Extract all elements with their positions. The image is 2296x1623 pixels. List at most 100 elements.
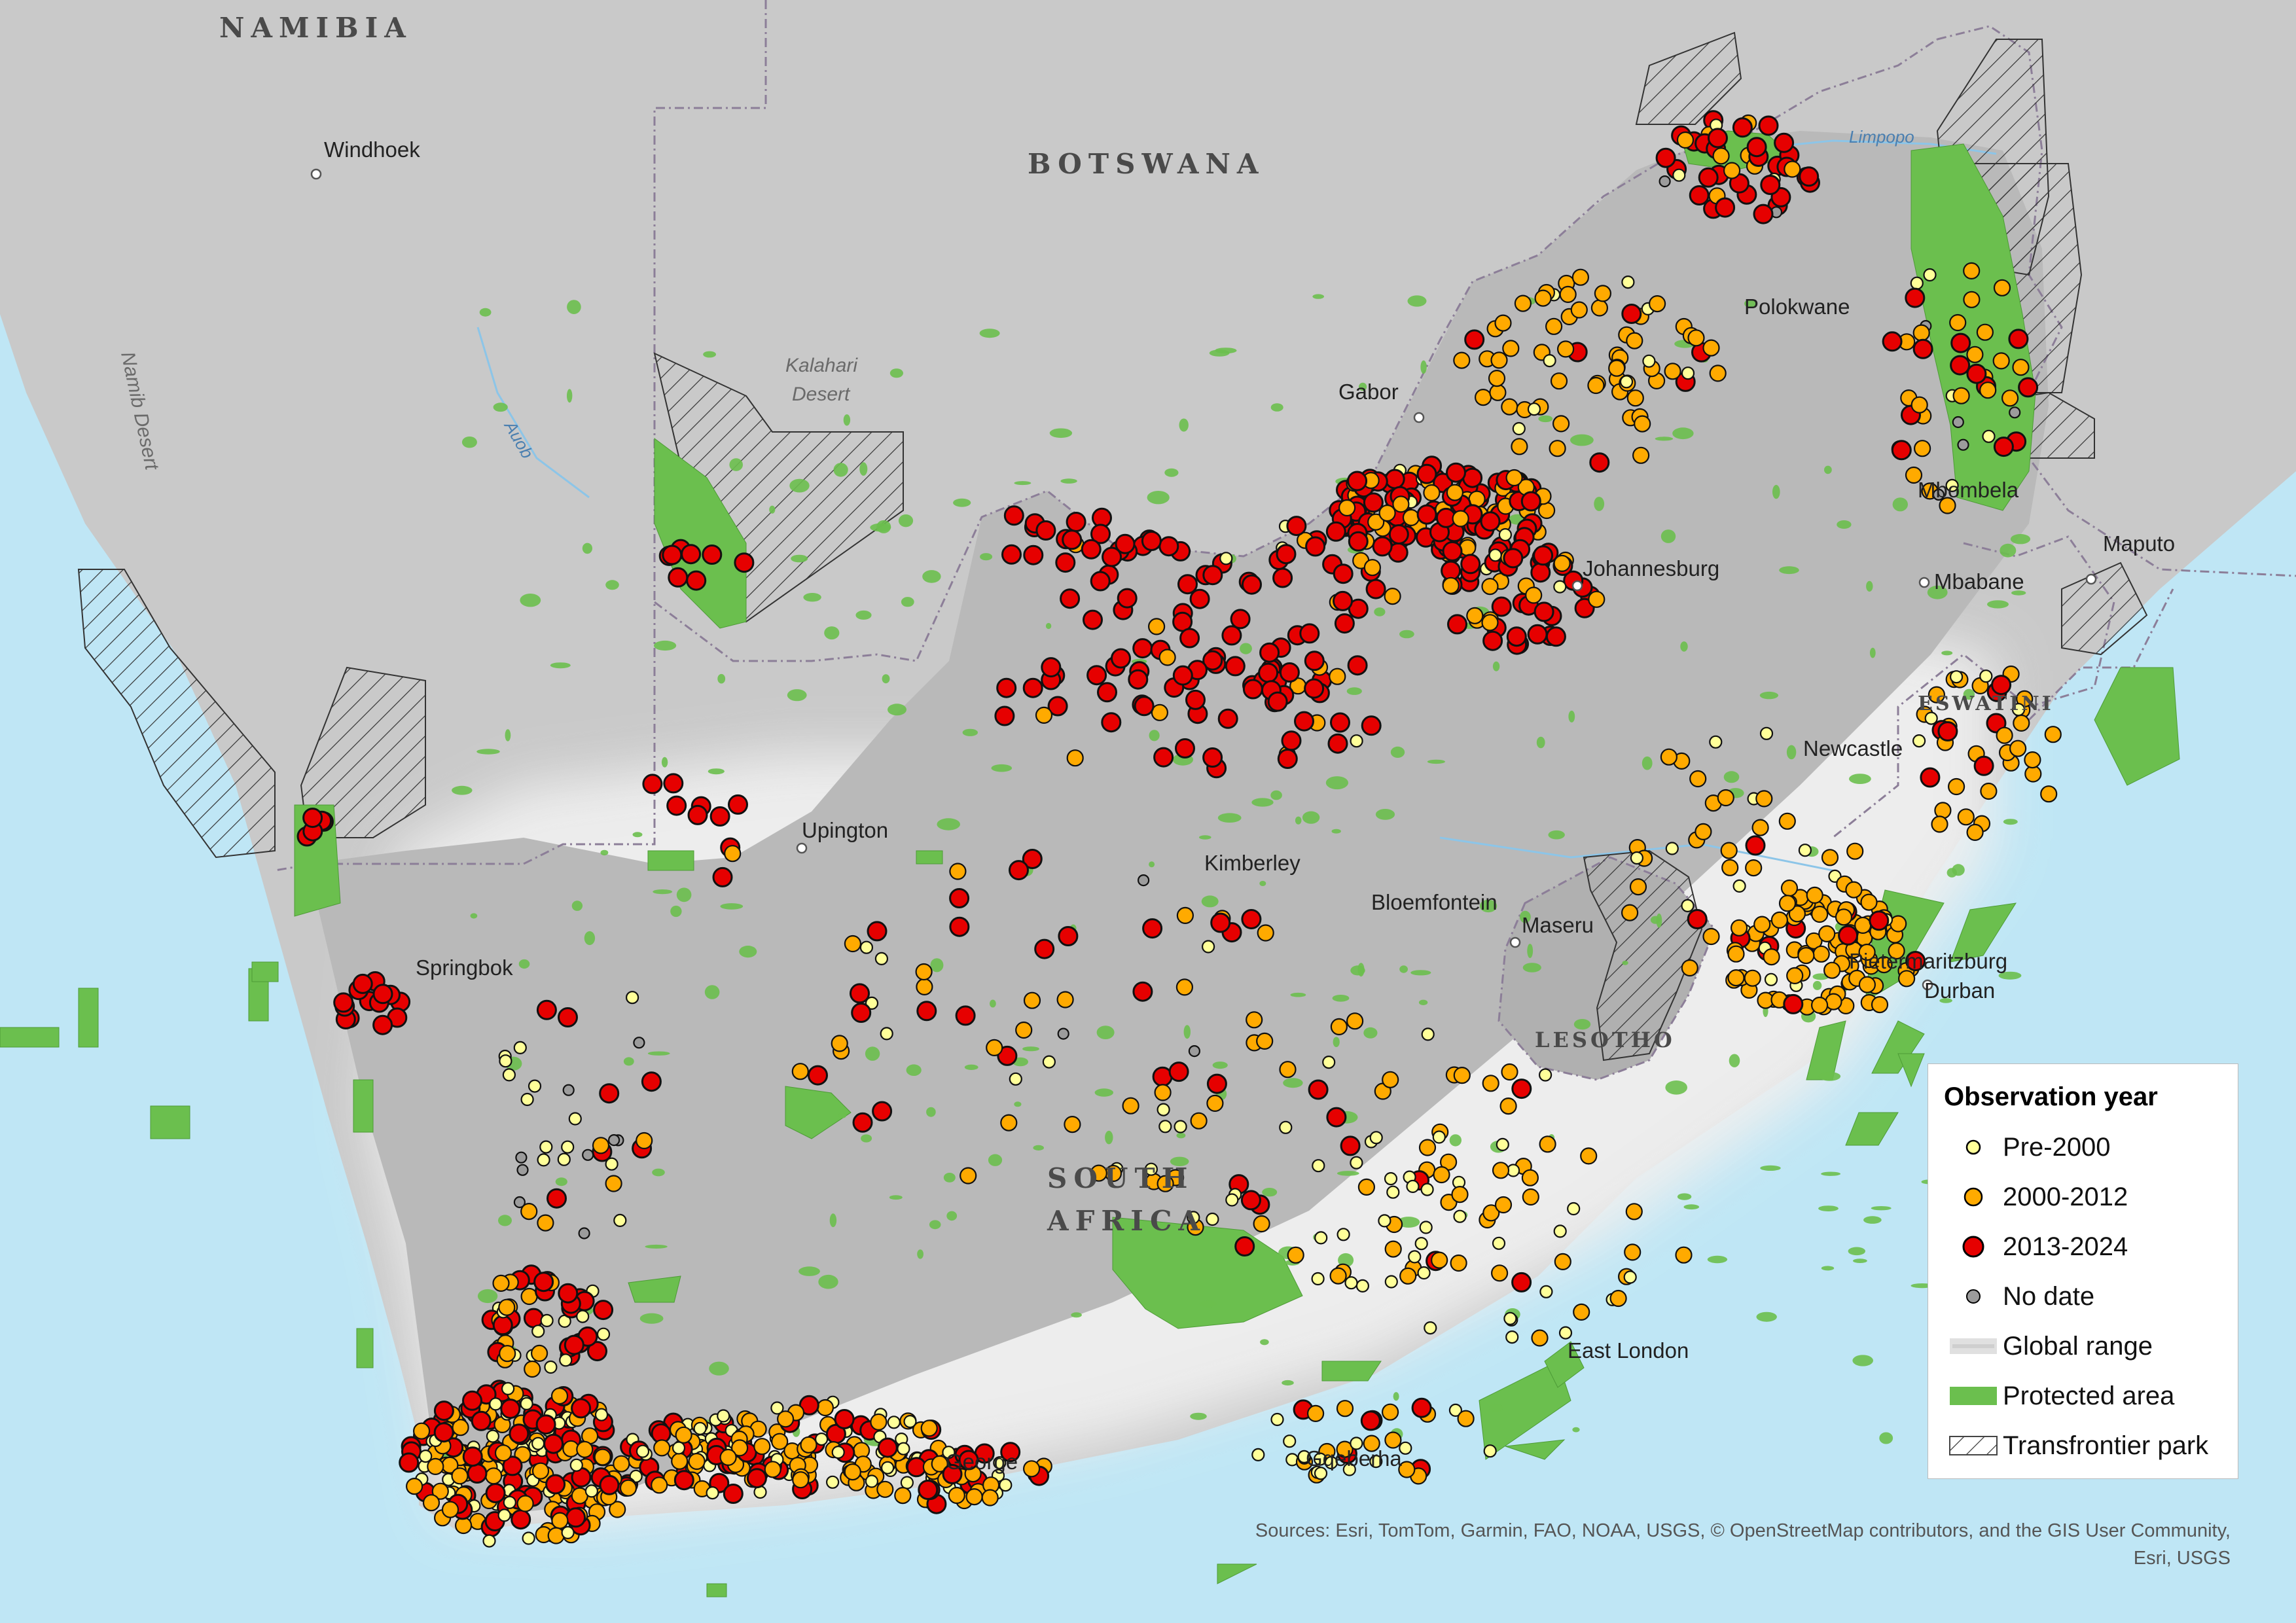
observation-point xyxy=(897,1442,910,1455)
observation-point xyxy=(1910,276,1924,290)
protected-area-speck xyxy=(2011,590,2026,596)
observation-point xyxy=(1202,747,1223,768)
observation-point xyxy=(613,1455,630,1472)
observation-point xyxy=(596,1327,611,1341)
protected-area-speck xyxy=(1363,1027,1378,1039)
observation-point xyxy=(1369,1131,1383,1145)
protected-area-speck xyxy=(1677,1193,1692,1200)
observation-point xyxy=(1939,497,1956,514)
observation-point xyxy=(1322,1055,1336,1069)
observation-point xyxy=(1102,546,1122,567)
observation-point xyxy=(405,1478,423,1495)
observation-point xyxy=(1190,1112,1208,1130)
protected-area-speck xyxy=(1190,1412,1207,1420)
legend-item-2013-2024: 2013-2024 xyxy=(1944,1222,2238,1272)
observation-point xyxy=(1279,662,1300,683)
protected-area-speck xyxy=(1871,1206,1892,1211)
observation-point xyxy=(1912,734,1926,748)
observation-point xyxy=(1325,521,1346,542)
protected-area-speck xyxy=(889,368,903,378)
observation-point xyxy=(1520,491,1541,512)
observation-point xyxy=(1770,911,1788,929)
observation-point xyxy=(1979,382,1997,399)
observation-point xyxy=(2012,359,2030,376)
observation-point xyxy=(808,1065,828,1086)
observation-point xyxy=(1557,340,1575,358)
protected-area-speck xyxy=(470,913,478,919)
legend-label: Global range xyxy=(2003,1331,2153,1361)
observation-point xyxy=(1230,609,1251,630)
observation-point xyxy=(619,1479,637,1497)
protected-area-speck xyxy=(833,463,848,477)
observation-point xyxy=(1845,881,1863,899)
observation-point xyxy=(564,1334,584,1355)
protected-area-speck xyxy=(704,985,720,999)
observation-point xyxy=(1797,946,1815,965)
observation-point xyxy=(1869,910,1890,931)
observation-point xyxy=(903,1415,917,1429)
observation-point xyxy=(1963,291,1981,308)
observation-point xyxy=(467,1463,488,1484)
observation-point xyxy=(1398,1461,1416,1478)
observation-point xyxy=(1056,991,1074,1008)
observation-point xyxy=(1482,1204,1500,1222)
protected-area-speck xyxy=(1656,913,1662,928)
protected-area-speck xyxy=(937,818,960,830)
observation-point xyxy=(1702,927,1720,946)
observation-point xyxy=(942,1464,963,1484)
protected-area-speck xyxy=(1869,647,1876,658)
observation-point xyxy=(1347,655,1368,676)
protected-area-speck xyxy=(1295,816,1302,825)
observation-point xyxy=(558,1007,578,1027)
observation-point xyxy=(636,1132,653,1150)
protected-area-speck xyxy=(661,757,668,768)
observation-point xyxy=(1744,969,1761,987)
observation-point xyxy=(1097,682,1117,703)
observation-point xyxy=(753,1438,771,1455)
observation-point xyxy=(1066,512,1086,532)
observation-point xyxy=(520,1202,538,1221)
observation-point xyxy=(1330,1018,1348,1036)
protected-area-speck xyxy=(917,1249,924,1259)
protected-area-speck xyxy=(953,498,971,507)
observation-point xyxy=(636,1444,650,1458)
observation-point xyxy=(1634,415,1651,433)
observation-point xyxy=(536,999,557,1020)
protected-area-speck xyxy=(670,905,682,918)
observation-point xyxy=(949,916,970,937)
protected-area-speck xyxy=(1201,895,1219,908)
observation-point xyxy=(1573,1303,1590,1321)
observation-point xyxy=(1494,1196,1513,1214)
observation-point xyxy=(625,991,639,1005)
observation-point xyxy=(1626,332,1643,349)
protected-area-speck xyxy=(477,1289,498,1304)
observation-point xyxy=(1081,539,1102,560)
observation-point xyxy=(2024,751,2041,769)
observation-point xyxy=(1023,544,1044,565)
protected-area-speck xyxy=(652,1168,665,1177)
observation-point xyxy=(1217,708,1238,729)
protected-area-speck xyxy=(1096,1026,1115,1039)
observation-point xyxy=(1115,533,1136,554)
observation-point xyxy=(489,1397,503,1411)
protected-area-speck xyxy=(600,849,609,856)
observation-point xyxy=(1221,625,1242,646)
observation-point xyxy=(1257,924,1274,942)
protected-area-speck xyxy=(855,610,872,620)
observation-point xyxy=(1360,1410,1381,1431)
protected-area-speck xyxy=(605,580,619,590)
protected-area-speck xyxy=(632,832,643,838)
observation-point xyxy=(1553,554,1571,573)
observation-point xyxy=(1550,372,1568,390)
protected-area-speck xyxy=(1837,520,1852,529)
observation-point xyxy=(1559,285,1577,303)
observation-point xyxy=(1503,548,1524,569)
protected-area-speck xyxy=(1821,1171,1841,1176)
observation-point xyxy=(1365,579,1386,599)
observation-point xyxy=(1488,548,1502,562)
observation-point xyxy=(1154,1084,1172,1101)
observation-point xyxy=(485,1483,506,1503)
observation-point xyxy=(1336,1440,1354,1458)
protected-area-speck xyxy=(1407,295,1427,307)
